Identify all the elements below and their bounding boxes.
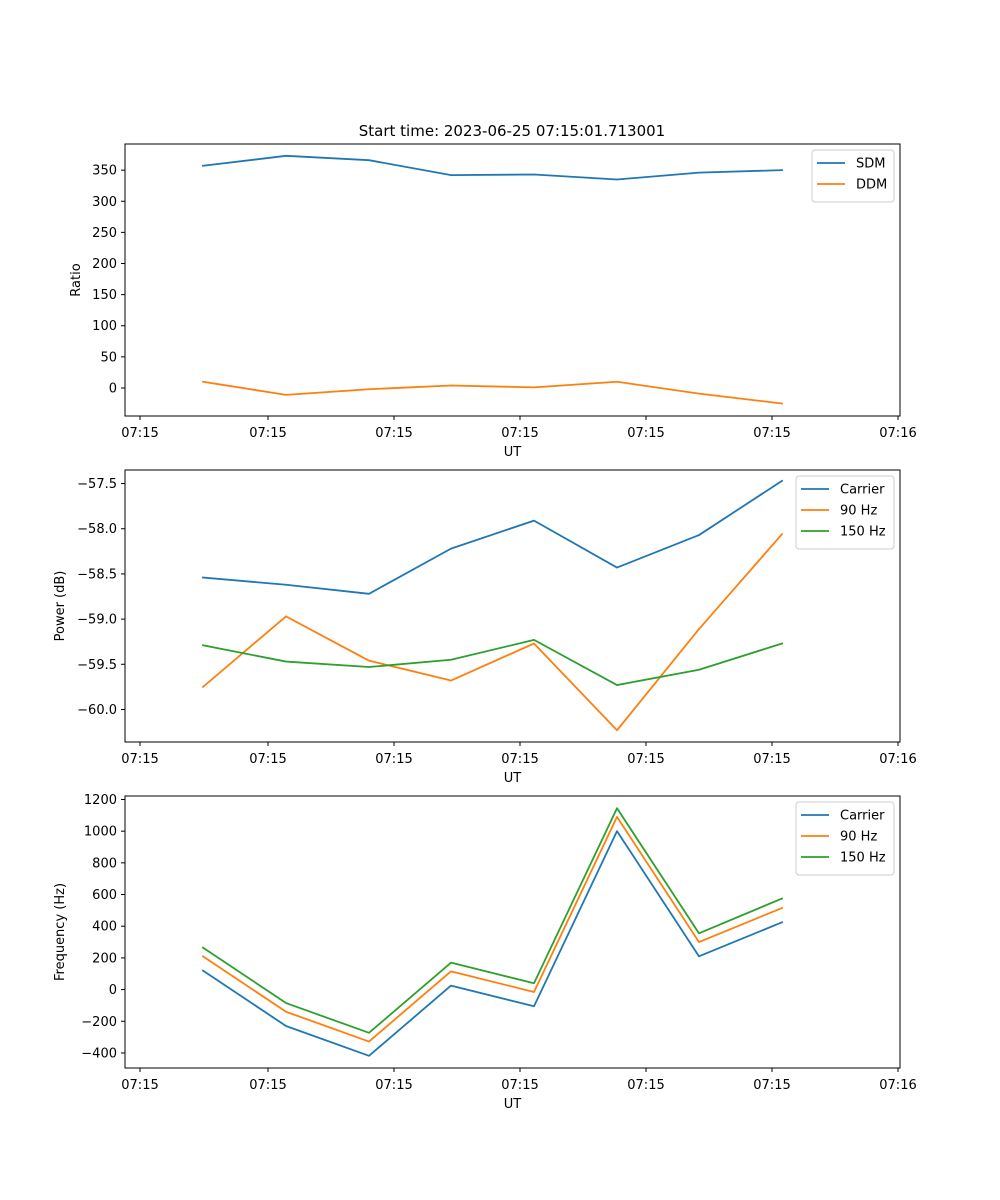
y-tick-label: −59.0 xyxy=(77,613,117,628)
y-tick-label: −200 xyxy=(81,1015,117,1030)
series-line-carrier xyxy=(201,830,784,1057)
y-tick-label: −58.5 xyxy=(77,567,117,582)
x-axis-label: UT xyxy=(504,771,522,786)
x-tick-label: 07:15 xyxy=(375,1078,412,1093)
y-axis-label: Power (dB) xyxy=(53,571,68,642)
series-line-90-hz xyxy=(201,816,784,1043)
plot-frame xyxy=(124,469,901,743)
x-tick-label: 07:15 xyxy=(249,426,286,441)
legend: Carrier 90 Hz 150 Hz xyxy=(795,475,895,550)
y-tick-label: −57.5 xyxy=(77,477,117,492)
y-tick-label: 50 xyxy=(100,350,117,365)
x-tick-label: 07:15 xyxy=(501,752,538,767)
x-tick-label: 07:15 xyxy=(121,752,158,767)
y-axis-label: Frequency (Hz) xyxy=(53,883,68,981)
x-tick-label: 07:15 xyxy=(753,1078,790,1093)
x-tick-label: 07:15 xyxy=(501,1078,538,1093)
series-line-150-hz xyxy=(201,638,784,686)
series-line-90-hz xyxy=(201,532,784,732)
legend-label: SDM xyxy=(856,157,885,172)
legend-label: 150 Hz xyxy=(840,851,886,866)
y-tick-label: 200 xyxy=(92,257,117,272)
series-line-ddm xyxy=(201,380,784,405)
x-tick-label: 07:15 xyxy=(375,426,412,441)
x-tick-label: 07:15 xyxy=(627,426,664,441)
legend-label: 90 Hz xyxy=(840,504,877,519)
legend: SDM DDM xyxy=(811,149,895,203)
x-axis-label: UT xyxy=(504,1097,522,1112)
y-tick-label: −60.0 xyxy=(77,703,117,718)
y-tick-label: 200 xyxy=(92,951,117,966)
y-axis-label: Ratio xyxy=(69,263,84,296)
plot-frame xyxy=(124,143,901,417)
y-tick-label: −59.5 xyxy=(77,658,117,673)
y-tick-label: −400 xyxy=(81,1046,117,1061)
series-line-150-hz xyxy=(201,807,784,1034)
x-tick-label: 07:15 xyxy=(121,426,158,441)
plot-frame xyxy=(124,795,901,1069)
x-tick-label: 07:16 xyxy=(879,1078,916,1093)
y-tick-label: 0 xyxy=(109,381,117,396)
y-tick-label: 100 xyxy=(92,319,117,334)
series-line-carrier xyxy=(202,479,784,595)
series-line-sdm xyxy=(201,154,783,181)
y-tick-label: 600 xyxy=(92,888,117,903)
x-axis-label: UT xyxy=(504,445,522,460)
legend-label: 150 Hz xyxy=(840,525,886,540)
x-tick-label: 07:15 xyxy=(249,1078,286,1093)
legend-label: DDM xyxy=(856,178,887,193)
y-tick-label: 0 xyxy=(109,983,117,998)
y-tick-label: 1000 xyxy=(84,825,117,840)
chart-panel-3: 07:15 07:15 07:15 07:15 07:15 07:15 07:16 −400 −… xyxy=(53,793,917,1112)
x-tick-label: 07:15 xyxy=(753,426,790,441)
y-tick-label: 350 xyxy=(92,164,117,179)
y-tick-label: 1200 xyxy=(84,793,117,808)
x-tick-label: 07:16 xyxy=(879,752,916,767)
y-tick-label: 150 xyxy=(92,288,117,303)
x-tick-label: 07:15 xyxy=(249,752,286,767)
legend: Carrier 90 Hz 150 Hz xyxy=(795,801,895,876)
x-tick-label: 07:15 xyxy=(627,1078,664,1093)
legend-label: Carrier xyxy=(840,809,885,824)
y-tick-label: 800 xyxy=(92,856,117,871)
x-tick-label: 07:15 xyxy=(627,752,664,767)
x-tick-label: 07:16 xyxy=(879,426,916,441)
x-tick-label: 07:15 xyxy=(501,426,538,441)
y-tick-label: 400 xyxy=(92,920,117,935)
chart-panel-1: 07:15 07:15 07:15 07:15 07:15 07:15 07:16 0 50 10… xyxy=(69,143,917,460)
figure-title: Start time: 2023-06-25 07:15:01.713001 xyxy=(359,122,665,140)
y-tick-label: 300 xyxy=(92,195,117,210)
x-tick-label: 07:15 xyxy=(375,752,412,767)
y-tick-label: 250 xyxy=(92,226,117,241)
x-tick-label: 07:15 xyxy=(753,752,790,767)
x-tick-label: 07:15 xyxy=(121,1078,158,1093)
chart-panel-2: 07:15 07:15 07:15 07:15 07:15 07:15 07:16 −60.0… xyxy=(53,469,917,786)
legend-label: Carrier xyxy=(840,483,885,498)
legend-label: 90 Hz xyxy=(840,830,877,845)
y-tick-label: −58.0 xyxy=(77,522,117,537)
